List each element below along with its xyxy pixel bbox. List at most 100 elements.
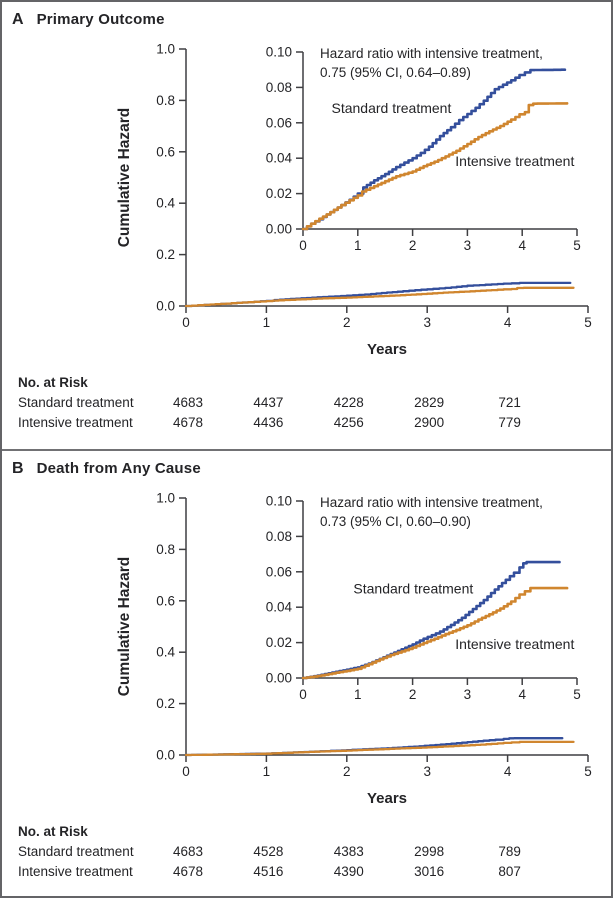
inset-y-tick-label: 0.00 — [266, 671, 292, 686]
main-x-tick-label: 2 — [343, 315, 351, 330]
risk-value: 4516 — [253, 864, 284, 879]
series-label: Standard treatment — [332, 100, 452, 116]
risk-header: No. at Risk — [18, 824, 88, 839]
inset-x-tick-label: 1 — [354, 238, 362, 253]
risk-value: 4256 — [333, 415, 364, 430]
cumulative-hazard-chart-a: 0.0 0.2 0.4 0.6 0.8 1.0 0 1 2 3 4 5 Years Cumulative … — [116, 42, 592, 359]
risk-value: 2998 — [414, 844, 445, 859]
series-path-intensive-main — [184, 740, 575, 757]
risk-value: 4683 — [172, 395, 204, 410]
risk-value: 3016 — [414, 864, 445, 879]
risk-value: 779 — [498, 415, 521, 430]
series-label: Intensive treatment — [455, 153, 574, 169]
main-y-tick-label: 0.6 — [156, 144, 175, 159]
series-path-intensive-inset — [301, 102, 569, 231]
main-x-tick-label: 5 — [584, 315, 592, 330]
risk-value: 4437 — [253, 395, 284, 410]
risk-row-label: Intensive treatment — [18, 864, 133, 879]
cumulative-hazard-chart-b: 0.0 0.2 0.4 0.6 0.8 1.0 0 1 2 3 4 5 Years Cumulative … — [116, 491, 592, 808]
risk-value: 2829 — [414, 395, 445, 410]
main-x-tick-label: 1 — [263, 764, 271, 779]
series-label: Intensive treatment — [455, 636, 574, 652]
risk-value: 721 — [498, 395, 521, 410]
inset-y-tick-label: 0.06 — [266, 115, 292, 130]
main-x-tick-label: 2 — [343, 764, 351, 779]
inset-x-tick-label: 3 — [464, 238, 472, 253]
main-y-tick-label: 0.2 — [156, 247, 175, 262]
panel-title-text: Primary Outcome — [36, 11, 165, 28]
risk-row-intensive: Intensive treatment 4678 4436 4256 2900 779 — [2, 415, 611, 433]
main-y-tick-label: 0.0 — [156, 748, 175, 763]
inset-x-tick-label: 2 — [409, 687, 417, 702]
inset-x-tick-label: 4 — [518, 687, 526, 702]
inset-y-tick-label: 0.02 — [266, 635, 292, 650]
panel-b: 0.0 0.2 0.4 0.6 0.8 1.0 0 1 2 3 4 5 Years Cumulative … — [2, 449, 611, 896]
risk-value: 4228 — [333, 395, 364, 410]
risk-value: 4678 — [172, 415, 204, 430]
x-axis-title: Years — [367, 341, 407, 358]
panel-letter: B — [12, 460, 24, 477]
inset-y-tick-label: 0.08 — [266, 80, 292, 95]
hazard-ratio-annotation: 0.75 (95% CI, 0.64–0.89) — [320, 65, 471, 80]
main-y-tick-label: 0.6 — [156, 593, 175, 608]
main-x-tick-label: 5 — [584, 764, 592, 779]
risk-value: 4383 — [333, 844, 364, 859]
main-x-tick-label: 4 — [504, 764, 512, 779]
inset-y-tick-label: 0.02 — [266, 186, 292, 201]
inset-x-tick-label: 5 — [573, 687, 581, 702]
panel-title: B Death from Any Cause — [12, 460, 201, 478]
main-y-tick-label: 1.0 — [156, 491, 175, 506]
inset-y-tick-label: 0.10 — [266, 494, 292, 509]
inset-y-tick-label: 0.04 — [266, 600, 293, 615]
series-path-intensive-main — [184, 286, 575, 308]
risk-value: 4678 — [172, 864, 204, 879]
inset-x-tick-label: 2 — [409, 238, 417, 253]
series-path-intensive-inset — [301, 586, 569, 680]
inset-x-tick-label: 4 — [518, 238, 526, 253]
hazard-ratio-annotation: 0.73 (95% CI, 0.60–0.90) — [320, 514, 471, 529]
risk-row-label: Standard treatment — [18, 395, 134, 410]
risk-section: No. at Risk Standard treatment 4683 4437 4… — [2, 2, 611, 449]
inset-y-tick-label: 0.00 — [266, 222, 292, 237]
panel-title: A Primary Outcome — [12, 11, 165, 29]
risk-row-label: Standard treatment — [18, 844, 134, 859]
risk-row-standard: Standard treatment 4683 4437 4228 2829 721 — [2, 395, 611, 413]
inset-x-tick-label: 5 — [573, 238, 581, 253]
main-y-tick-label: 0.0 — [156, 299, 175, 314]
risk-header: No. at Risk — [18, 375, 88, 390]
risk-value: 4390 — [333, 864, 364, 879]
inset-x-tick-label: 0 — [299, 238, 307, 253]
hazard-ratio-annotation: Hazard ratio with intensive treatment, — [320, 46, 543, 61]
risk-value: 4683 — [172, 844, 204, 859]
inset-x-tick-label: 3 — [464, 687, 472, 702]
inset-y-tick-label: 0.06 — [266, 564, 292, 579]
panel-a: 0.0 0.2 0.4 0.6 0.8 1.0 0 1 2 3 4 5 Years Cumulative … — [2, 2, 611, 449]
y-axis-title: Cumulative Hazard — [116, 108, 133, 248]
risk-value: 2900 — [414, 415, 445, 430]
main-y-tick-label: 0.4 — [156, 645, 175, 660]
panel-letter: A — [12, 11, 24, 28]
main-y-tick-label: 0.8 — [156, 93, 175, 108]
main-y-tick-label: 0.4 — [156, 196, 175, 211]
risk-row-intensive: Intensive treatment 4678 4516 4390 3016 807 — [2, 864, 611, 882]
main-y-tick-label: 0.2 — [156, 696, 175, 711]
risk-section: No. at Risk Standard treatment 4683 4528 4… — [2, 451, 611, 896]
risk-value: 4528 — [253, 844, 284, 859]
hazard-ratio-annotation: Hazard ratio with intensive treatment, — [320, 495, 543, 510]
risk-value: 4436 — [253, 415, 284, 430]
main-y-tick-label: 1.0 — [156, 42, 175, 57]
inset-y-tick-label: 0.04 — [266, 151, 293, 166]
inset-y-tick-label: 0.08 — [266, 529, 292, 544]
main-y-tick-label: 0.8 — [156, 542, 175, 557]
inset-y-tick-label: 0.10 — [266, 45, 292, 60]
main-x-tick-label: 0 — [182, 764, 190, 779]
risk-row-standard: Standard treatment 4683 4528 4383 2998 789 — [2, 844, 611, 862]
x-axis-title: Years — [367, 790, 407, 807]
inset-x-tick-label: 0 — [299, 687, 307, 702]
main-x-tick-label: 4 — [504, 315, 512, 330]
main-x-tick-label: 0 — [182, 315, 190, 330]
risk-row-label: Intensive treatment — [18, 415, 133, 430]
main-x-tick-label: 3 — [423, 764, 431, 779]
y-axis-title: Cumulative Hazard — [116, 557, 133, 697]
main-x-tick-label: 3 — [423, 315, 431, 330]
